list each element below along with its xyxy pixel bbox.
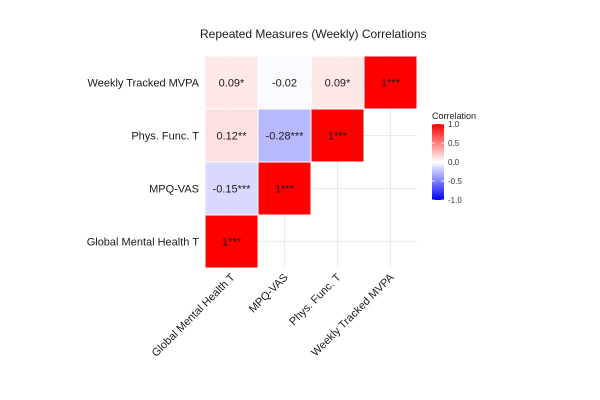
heatmap-cell-weekly-tracked-mvpa-weekly-tracked-mvpa: [364, 56, 417, 109]
cell-value-label: 1***: [275, 184, 295, 196]
chart-title: Repeated Measures (Weekly) Correlations: [200, 27, 427, 41]
heatmap-cell-global-mental-health-t-mpq-vas: [205, 162, 258, 215]
heatmap-cells: [205, 56, 417, 268]
y-tick-label: Global Mental Health T: [87, 237, 200, 249]
legend-title: Correlation: [432, 111, 477, 121]
legend-tick-label: 1.0: [448, 120, 460, 129]
cell-value-label: -0.15***: [213, 184, 252, 196]
x-tick-label: Global Mental Health T: [150, 271, 238, 359]
cell-value-label: 1***: [328, 131, 348, 143]
heatmap-cell-global-mental-health-t-phys-func-t: [205, 109, 258, 162]
cell-labels: 1*** -0.15*** 1*** 0.12** -0.28*** 1*** 0.09* -…: [213, 78, 401, 249]
heatmap-cell-mpq-vas-weekly-tracked-mvpa: [258, 56, 311, 109]
heatmap-cell-phys-func-t-phys-func-t: [311, 109, 364, 162]
heatmap-cell-mpq-vas-mpq-vas: [258, 162, 311, 215]
cell-value-label: 0.12**: [217, 131, 248, 143]
heatmap-cell-mpq-vas-phys-func-t: [258, 109, 311, 162]
heatmap-cell-global-mental-health-t-global-mental-health-t: [205, 215, 258, 268]
cell-value-label: 1***: [381, 78, 401, 90]
heatmap-cell-global-mental-health-t-weekly-tracked-mvpa: [205, 56, 258, 109]
heatmap-cell-phys-func-t-weekly-tracked-mvpa: [311, 56, 364, 109]
y-tick-label: MPQ-VAS: [149, 184, 199, 196]
cell-value-label: -0.28***: [266, 131, 305, 143]
x-tick-label: Phys. Func. T: [287, 271, 344, 328]
legend-tick-label: 0.5: [448, 139, 460, 148]
x-tick-label: MPQ-VAS: [247, 272, 291, 316]
cell-value-label: 0.09*: [325, 78, 351, 90]
y-tick-label: Weekly Tracked MVPA: [88, 78, 200, 90]
legend-tick-label: 0.0: [448, 158, 460, 167]
cell-value-label: 1***: [222, 237, 242, 249]
y-tick-label: Phys. Func. T: [131, 131, 199, 143]
cell-value-label: -0.02: [272, 78, 297, 90]
cell-value-label: 0.09*: [219, 78, 245, 90]
legend-tick-label: -0.5: [448, 177, 462, 186]
legend-tick-label: -1.0: [448, 196, 462, 205]
color-legend: 1.0 0.5 0.0 -0.5 -1.0: [432, 120, 462, 205]
